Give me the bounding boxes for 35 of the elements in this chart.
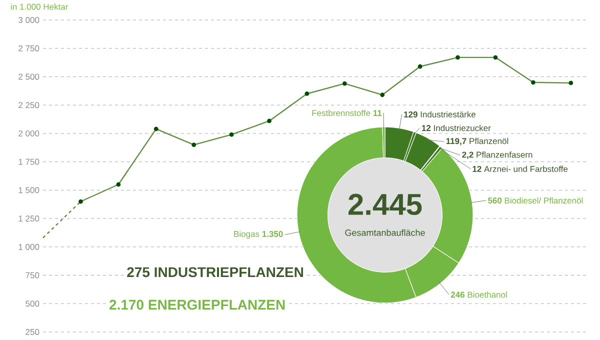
annotation: 2.170 ENERGIEPFLANZEN <box>109 300 285 310</box>
y-tick-label: 1 000 <box>18 244 40 250</box>
data-label: 2,2 <box>462 152 474 159</box>
y-tick-label: 2 500 <box>18 74 40 80</box>
y-tick-label: 250 <box>26 328 40 335</box>
data-label: 246 <box>450 292 465 298</box>
y-tick-label: 2 250 <box>18 102 40 108</box>
y-tick-label: 1 750 <box>18 158 40 165</box>
data-label: 129 <box>404 111 418 118</box>
y-tick-label: 1 250 <box>18 216 40 222</box>
slice-label: Industriestärke <box>420 111 476 118</box>
data-label: 119,7 <box>446 138 466 146</box>
slice-label: Pflanzenöl <box>470 138 508 144</box>
slice-label: Biodiesel/ Pflanzenöl <box>504 197 583 204</box>
slice-label: Biogas <box>234 230 260 239</box>
slice-label: Arznei- und Farbstoffe <box>484 166 568 172</box>
y-tick-label: 3 000 <box>18 16 40 23</box>
slice-label: Festbrennstoffe <box>312 110 370 116</box>
slice-label: Bioethanol <box>468 291 507 298</box>
data-label: 12 <box>422 125 431 131</box>
annotation: 275 INDUSTRIEPFLANZEN <box>127 267 304 278</box>
data-label: 1.350 <box>262 230 283 237</box>
annotation: Gesamtanbaufläche <box>345 229 425 236</box>
y-tick-label: 1 500 <box>18 187 40 194</box>
y-tick-label: 500 <box>26 300 40 307</box>
y-axis-title: in 1.000 Hektar <box>11 4 68 10</box>
y-tick-label: 2 000 <box>18 130 40 136</box>
slice-label: Industriezucker <box>434 124 491 132</box>
annotation: 2.445 <box>348 194 422 216</box>
y-tick-label: 2 750 <box>18 45 40 52</box>
data-label: 11 <box>373 110 382 116</box>
data-label: 560 <box>488 198 502 204</box>
slice-label: Pflanzenfasern <box>476 151 532 158</box>
data-label: 12 <box>472 166 482 172</box>
y-tick-label: 750 <box>26 272 40 278</box>
